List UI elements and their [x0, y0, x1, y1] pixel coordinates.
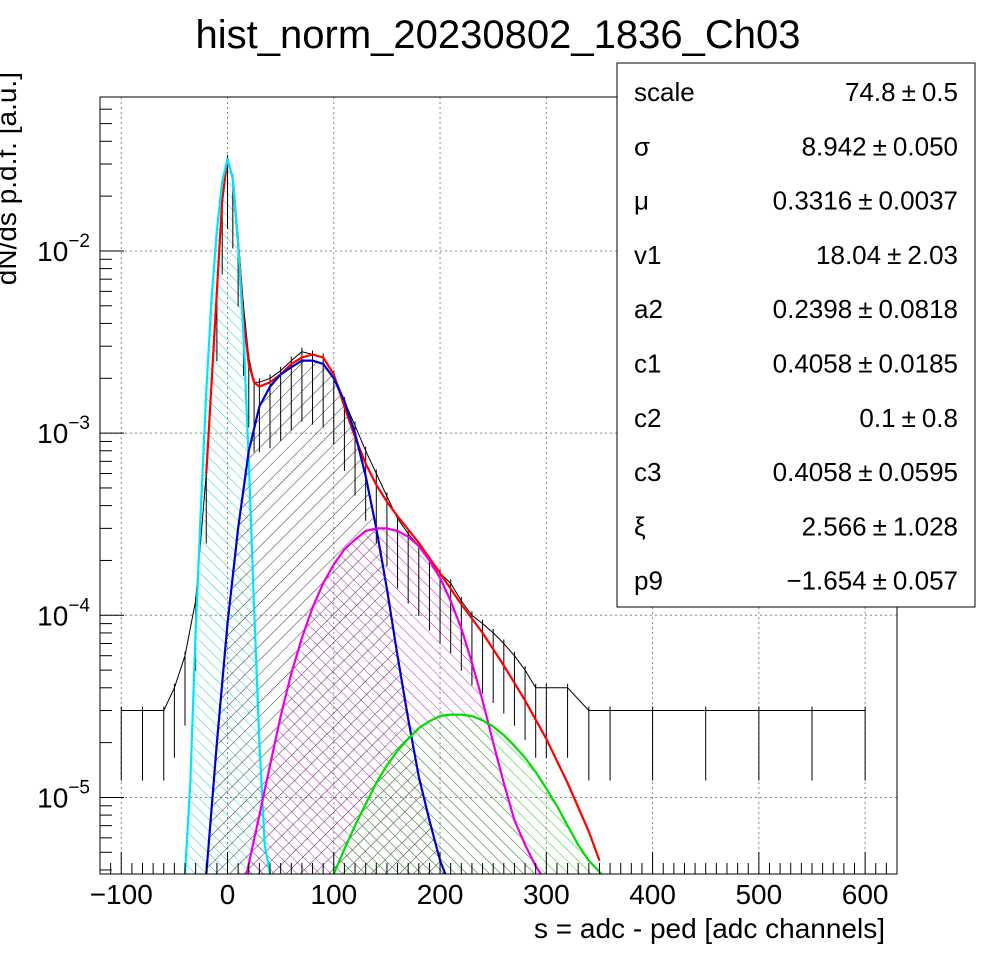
x-tick-label: 600 [842, 879, 889, 910]
y-tick-label: 10−3 [37, 413, 90, 449]
y-tick-labels: 10−5 10−4 10−3 10−2 [37, 231, 90, 814]
x-tick-label: 300 [523, 879, 570, 910]
x-axis-label: s = adc - ped [adc channels] [534, 913, 885, 944]
x-tick-label: 100 [310, 879, 357, 910]
x-tick-label: 0 [220, 879, 236, 910]
stats-param-name: ξ [634, 511, 646, 541]
y-tick-label: 10−5 [37, 777, 90, 813]
stats-param-value: 74.8 ±0.5 [845, 77, 958, 107]
stats-param-value: 2.566 ±1.028 [802, 511, 958, 541]
y-tick-label: 10−2 [37, 231, 90, 267]
stats-param-value: 0.4058 ±0.0595 [773, 457, 958, 487]
stats-param-name: c1 [634, 349, 661, 379]
stats-param-value: 0.1 ±0.8 [859, 403, 958, 433]
x-tick-labels: −100 0 100 200 300 400 500 600 [90, 879, 889, 910]
x-tick-label: 500 [735, 879, 782, 910]
stats-param-value: 0.2398 ±0.0818 [773, 294, 958, 324]
stats-param-name: c3 [634, 457, 661, 487]
stats-param-name: σ [634, 131, 650, 161]
stats-param-name: c2 [634, 403, 661, 433]
fill-areas [185, 158, 602, 874]
stats-param-value: 18.04 ±2.03 [816, 240, 958, 270]
series-3-curve [245, 527, 542, 874]
stats-param-value: −1.654 ±0.057 [786, 566, 958, 596]
series-1-curve [183, 157, 272, 874]
series-4-curve [332, 713, 603, 874]
y-tick-label: 10−4 [37, 595, 90, 631]
stats-param-name: μ [634, 186, 649, 216]
chart-title: hist_norm_20230802_1836_Ch03 [196, 13, 801, 57]
x-tick-label: 200 [417, 879, 464, 910]
y-axis-label: dN/ds p.d.f. [a.u.] [0, 72, 22, 285]
stats-param-value: 0.4058 ±0.0185 [773, 349, 958, 379]
stats-param-value: 0.3316 ±0.0037 [773, 186, 958, 216]
stats-param-value: 8.942 ±0.050 [802, 131, 958, 161]
stats-param-name: scale [634, 77, 695, 107]
stats-param-name: v1 [634, 240, 661, 270]
series-2-curve [205, 359, 447, 874]
series-4-fill [333, 714, 602, 874]
stats-box: scale 74.8 ±0.5 σ 8.942 ±0.050 μ 0.3316 ±0.0037 v… [616, 62, 976, 608]
stats-param-name: p9 [634, 566, 663, 596]
x-tick-label: −100 [90, 879, 153, 910]
x-tick-label: 400 [629, 879, 676, 910]
stats-param-name: a2 [634, 294, 663, 324]
series-curves [183, 157, 603, 874]
axis-ticks [100, 96, 898, 874]
